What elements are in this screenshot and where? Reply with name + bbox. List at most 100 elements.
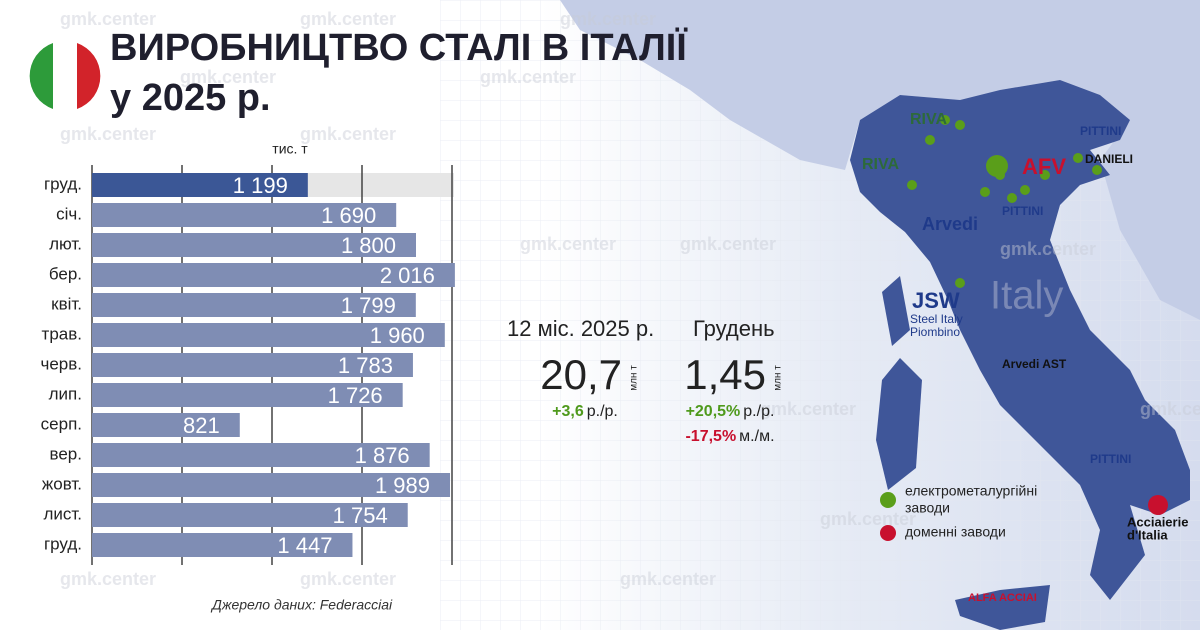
stat-change: +20,5% р./р. — [686, 403, 775, 420]
corsica — [882, 276, 910, 346]
y-tick-label: трав. — [42, 324, 82, 343]
y-tick-label: жовт. — [42, 474, 82, 493]
company-label: RIVA — [862, 156, 899, 173]
plant-dot — [1007, 193, 1017, 203]
company-label: d'Italia — [1127, 527, 1168, 542]
plant-dot — [955, 278, 965, 288]
company-label: Arvedi AST — [1002, 357, 1067, 371]
plant-dot — [1020, 185, 1030, 195]
company-label: Piombino — [910, 325, 960, 339]
bar — [92, 263, 455, 287]
value-label: 1 690 — [321, 203, 376, 228]
y-tick-label: лип. — [49, 384, 82, 403]
bar — [92, 323, 445, 347]
plant-dot — [980, 187, 990, 197]
bar — [92, 233, 416, 257]
y-tick-label: серп. — [41, 414, 82, 433]
y-tick-label: січ. — [56, 204, 82, 223]
stat-basis: р./р. — [587, 403, 618, 420]
stat-unit: млн т — [773, 365, 784, 391]
value-label: 1 447 — [277, 533, 332, 558]
company-label: JSW — [912, 288, 960, 313]
plant-dot — [925, 135, 935, 145]
watermark: gmk.center — [520, 234, 616, 254]
watermark: gmk.center — [300, 124, 396, 144]
axis-label: тис. т — [272, 141, 308, 157]
stat-value: 1,45 — [684, 351, 766, 398]
value-label: 1 989 — [375, 473, 430, 498]
bar — [92, 353, 413, 377]
y-tick-label: лист. — [43, 504, 82, 523]
y-tick-label: черв. — [40, 354, 82, 373]
bar — [92, 413, 240, 437]
plant-dot — [1092, 165, 1102, 175]
sardinia — [876, 358, 922, 490]
watermark: gmk.center — [60, 569, 156, 589]
value-label: 1 783 — [338, 353, 393, 378]
stat-basis: м./м. — [739, 428, 774, 445]
value-label: 1 199 — [233, 173, 288, 198]
plant-dot — [940, 115, 950, 125]
y-tick-label: груд. — [44, 534, 82, 553]
plant-dot — [1073, 153, 1083, 163]
title: ВИРОБНИЦТВО СТАЛІ В ІТАЛІЇ — [110, 26, 688, 69]
stat-unit: млн т — [629, 365, 640, 391]
legend-label: електрометалургійні — [905, 483, 1037, 499]
bar — [92, 473, 451, 497]
stat-change: -17,5% м./м. — [685, 428, 774, 445]
legend-marker — [880, 525, 896, 541]
sicily — [955, 585, 1050, 630]
watermark: gmk.center — [1140, 399, 1200, 419]
value-label: 1 960 — [370, 323, 425, 348]
value-label: 1 726 — [328, 383, 383, 408]
bar — [92, 443, 430, 467]
y-tick-label: квіт. — [51, 294, 82, 313]
company-label: DANIELI — [1085, 152, 1133, 166]
company-label: Steel Italy — [910, 312, 963, 326]
company-label: PITTINI — [1090, 452, 1131, 466]
stat-delta: +20,5% — [686, 403, 741, 420]
plant-dot — [1148, 495, 1168, 515]
legend-marker — [880, 492, 896, 508]
title: у 2025 р. — [110, 77, 271, 119]
italy-shape — [850, 80, 1190, 600]
value-label: 1 800 — [341, 233, 396, 258]
company-label: PITTINI — [1002, 204, 1043, 218]
y-tick-label: груд. — [44, 174, 82, 193]
y-tick-label: вер. — [50, 444, 82, 463]
watermark: gmk.center — [180, 67, 276, 87]
value-label: 1 754 — [333, 503, 388, 528]
company-label: RIVA — [910, 111, 947, 128]
bar — [92, 173, 308, 197]
bar — [92, 533, 353, 557]
watermark: gmk.center — [620, 569, 716, 589]
content: ВИРОБНИЦТВО СТАЛІ В ІТАЛІЇ у 2025 р. Дже… — [29, 9, 1200, 613]
bar — [92, 503, 408, 527]
stat-change: +3,6 р./р. — [552, 403, 618, 420]
stat-delta: -17,5% — [685, 428, 736, 445]
legend-label: доменні заводи — [905, 524, 1006, 540]
watermark: gmk.center — [1000, 239, 1096, 259]
company-label: PITTINI — [1080, 124, 1121, 138]
plant-dot — [955, 120, 965, 130]
stat-basis: р./р. — [743, 403, 774, 420]
watermark: gmk.center — [60, 9, 156, 29]
y-tick-label: лют. — [49, 234, 82, 253]
bar — [92, 383, 403, 407]
company-label: AFV — [1022, 154, 1066, 179]
neighbors — [560, 0, 1200, 320]
flag-red — [77, 43, 101, 109]
watermark: gmk.center — [820, 509, 916, 529]
company-label: Arvedi — [922, 214, 978, 234]
stat-period: Грудень — [693, 316, 775, 341]
watermark: gmk.center — [60, 124, 156, 144]
value-label: 1 799 — [341, 293, 396, 318]
watermark: gmk.center — [560, 9, 656, 29]
country-label: Italy — [990, 274, 1063, 318]
watermark: gmk.center — [760, 399, 856, 419]
flag-green — [29, 43, 53, 109]
source: Джерело даних: Federacciai — [210, 597, 393, 613]
bar — [92, 293, 416, 317]
watermark: gmk.center — [300, 9, 396, 29]
